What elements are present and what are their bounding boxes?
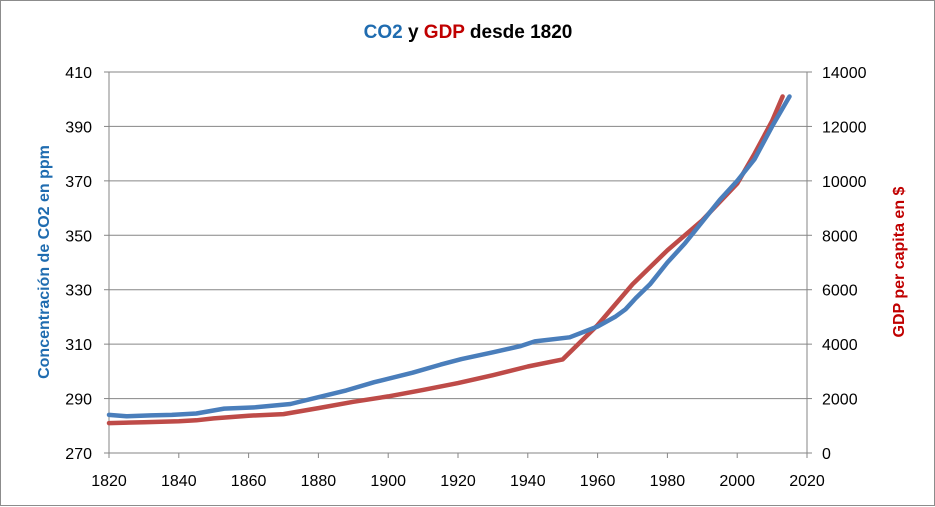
chart-title: CO2 y GDP desde 1820 bbox=[364, 22, 573, 43]
series-line-co2 bbox=[106, 94, 792, 419]
left-tick-label-7: 410 bbox=[65, 65, 92, 82]
right-tick-label-0: 0 bbox=[822, 446, 831, 463]
x-tick-label-5: 1920 bbox=[440, 473, 476, 490]
x-tick-label-1: 1840 bbox=[161, 473, 197, 490]
left-tick-label-6: 390 bbox=[65, 119, 92, 136]
x-tick-label-7: 1960 bbox=[580, 473, 616, 490]
right-tick-label-2: 4000 bbox=[822, 337, 858, 354]
x-axis-ticks: 1820 1840 1860 1880 1900 1920 1940 1960 1980 2000… bbox=[91, 453, 825, 490]
right-tick-label-7: 14000 bbox=[822, 65, 867, 82]
left-tick-label-4: 350 bbox=[65, 228, 92, 245]
right-tick-label-3: 6000 bbox=[822, 283, 858, 300]
x-tick-label-6: 1940 bbox=[510, 473, 546, 490]
x-tick-label-9: 2000 bbox=[719, 473, 755, 490]
x-tick-label-0: 1820 bbox=[91, 473, 127, 490]
left-tick-label-2: 310 bbox=[65, 337, 92, 354]
right-axis-title: GDP per capita en $ bbox=[891, 186, 908, 337]
x-tick-label-4: 1900 bbox=[370, 473, 406, 490]
left-tick-label-0: 270 bbox=[65, 446, 92, 463]
right-tick-label-6: 12000 bbox=[822, 119, 867, 136]
x-tick-label-8: 1980 bbox=[650, 473, 686, 490]
series-line-gdp bbox=[106, 94, 785, 426]
title-gdp: GDP bbox=[424, 22, 466, 43]
left-tick-label-5: 370 bbox=[65, 174, 92, 191]
series-group bbox=[106, 94, 792, 426]
x-tick-label-10: 2020 bbox=[789, 473, 825, 490]
right-tick-label-4: 8000 bbox=[822, 228, 858, 245]
right-tick-label-5: 10000 bbox=[822, 174, 867, 191]
gridlines bbox=[108, 71, 808, 454]
right-y-axis-ticks: 0 2000 4000 6000 8000 10000 12000 14000 bbox=[807, 65, 867, 463]
left-axis-title: Concentración de CO2 en ppm bbox=[36, 145, 53, 379]
title-suffix: desde 1820 bbox=[465, 22, 573, 43]
left-tick-label-1: 290 bbox=[65, 392, 92, 409]
right-tick-label-1: 2000 bbox=[822, 392, 858, 409]
x-tick-label-3: 1880 bbox=[301, 473, 337, 490]
left-y-axis-ticks: 270 290 310 330 350 370 390 410 bbox=[65, 65, 109, 463]
x-tick-label-2: 1860 bbox=[231, 473, 267, 490]
title-co2: CO2 bbox=[364, 22, 403, 43]
left-tick-label-3: 330 bbox=[65, 283, 92, 300]
title-connector: y bbox=[403, 22, 424, 43]
